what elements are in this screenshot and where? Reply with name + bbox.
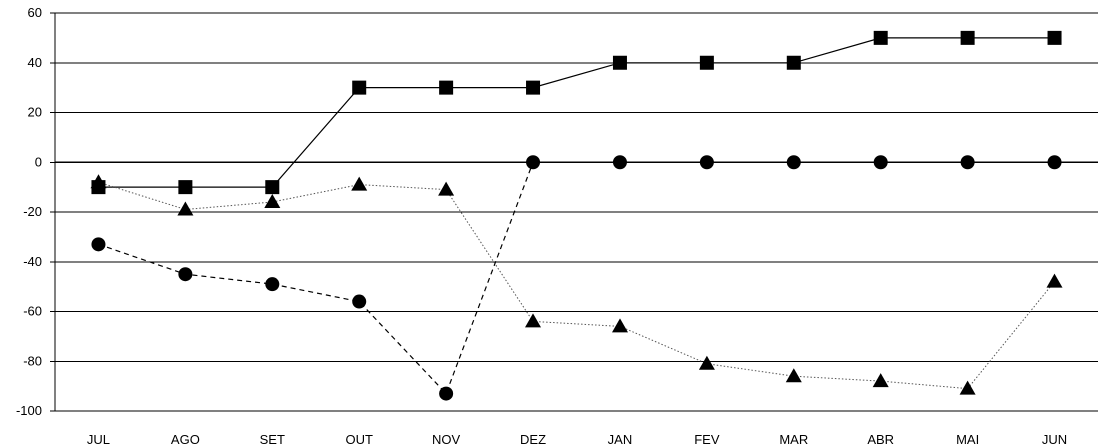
square-marker — [178, 180, 193, 195]
y-tick-label: -20 — [23, 204, 42, 219]
x-tick-label: ABR — [867, 432, 894, 447]
circle-marker — [612, 155, 627, 170]
y-tick-label: -40 — [23, 254, 42, 269]
square-marker — [526, 80, 541, 95]
triangle-marker — [525, 313, 541, 328]
triangle-marker — [698, 355, 715, 370]
triangle-marker — [612, 318, 628, 333]
y-tick-label: -100 — [16, 403, 42, 418]
x-tick-label: MAI — [956, 432, 979, 447]
square-marker — [786, 55, 801, 70]
y-axis-tick-labels: -100 -80 -60 -40 -20 0 20 40 60 — [16, 5, 42, 418]
triangle-marker — [785, 368, 802, 383]
x-tick-label: SET — [260, 432, 285, 447]
x-tick-label: JAN — [608, 432, 633, 447]
x-tick-label: MAR — [779, 432, 808, 447]
y-tick-label: -60 — [23, 304, 42, 319]
y-tick-label: -80 — [23, 353, 42, 368]
square-marker — [699, 55, 714, 70]
circle-marker — [265, 277, 280, 292]
series-line — [98, 37, 1055, 188]
x-axis-tick-labels: JUL AGO SET OUT NOV DEZ JAN FEV MAR ABR MAI JUN — [87, 432, 1067, 447]
series-triangle — [90, 174, 1063, 395]
triangle-marker — [177, 201, 194, 216]
circle-marker — [699, 155, 714, 170]
series-line — [98, 161, 1055, 395]
series-square — [91, 30, 1062, 195]
triangle-marker — [264, 194, 281, 208]
triangle-marker — [90, 174, 107, 189]
x-tick-label: JUL — [87, 432, 110, 447]
triangle-marker — [438, 181, 455, 196]
circle-marker — [91, 237, 106, 252]
circle-marker — [873, 155, 888, 170]
triangle-marker — [351, 176, 368, 191]
series-circle — [91, 155, 1062, 401]
x-tick-label: FEV — [694, 432, 720, 447]
y-tick-label: 0 — [35, 154, 42, 169]
square-marker — [873, 30, 888, 45]
axes — [50, 12, 1098, 412]
circle-marker — [786, 155, 801, 170]
square-marker — [439, 80, 454, 95]
square-marker — [612, 55, 627, 70]
series-line — [98, 181, 1055, 390]
triangle-marker — [959, 380, 976, 395]
triangle-marker — [1046, 273, 1063, 288]
y-tick-label: 40 — [28, 55, 42, 70]
circle-marker — [960, 155, 975, 170]
square-marker — [960, 30, 975, 45]
square-marker — [352, 80, 367, 95]
y-tick-label: 60 — [28, 5, 42, 20]
triangle-marker — [872, 373, 889, 388]
x-tick-label: AGO — [171, 432, 200, 447]
square-marker — [1047, 30, 1062, 45]
x-tick-label: DEZ — [520, 432, 546, 447]
circle-marker — [178, 267, 193, 282]
y-tick-label: 20 — [28, 105, 42, 120]
square-marker — [265, 180, 280, 195]
series-group — [90, 30, 1063, 401]
circle-marker — [352, 294, 367, 309]
x-tick-label: OUT — [345, 432, 373, 447]
circle-marker — [526, 155, 541, 170]
x-tick-label: NOV — [432, 432, 461, 447]
circle-marker — [439, 386, 454, 401]
circle-marker — [1047, 155, 1062, 170]
x-tick-label: JUN — [1042, 432, 1067, 447]
